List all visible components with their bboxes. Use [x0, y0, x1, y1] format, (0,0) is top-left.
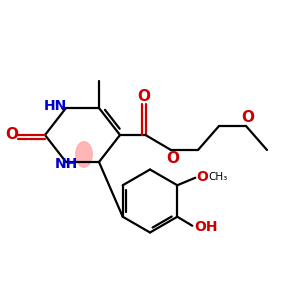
Text: NH: NH [54, 157, 78, 170]
Text: O: O [5, 127, 19, 142]
Text: O: O [166, 151, 179, 166]
Text: OH: OH [194, 220, 217, 234]
Text: CH₃: CH₃ [208, 172, 227, 182]
Ellipse shape [76, 142, 92, 167]
Text: O: O [241, 110, 254, 125]
Text: O: O [196, 170, 208, 184]
Text: O: O [137, 89, 151, 104]
Text: HN: HN [44, 100, 67, 113]
